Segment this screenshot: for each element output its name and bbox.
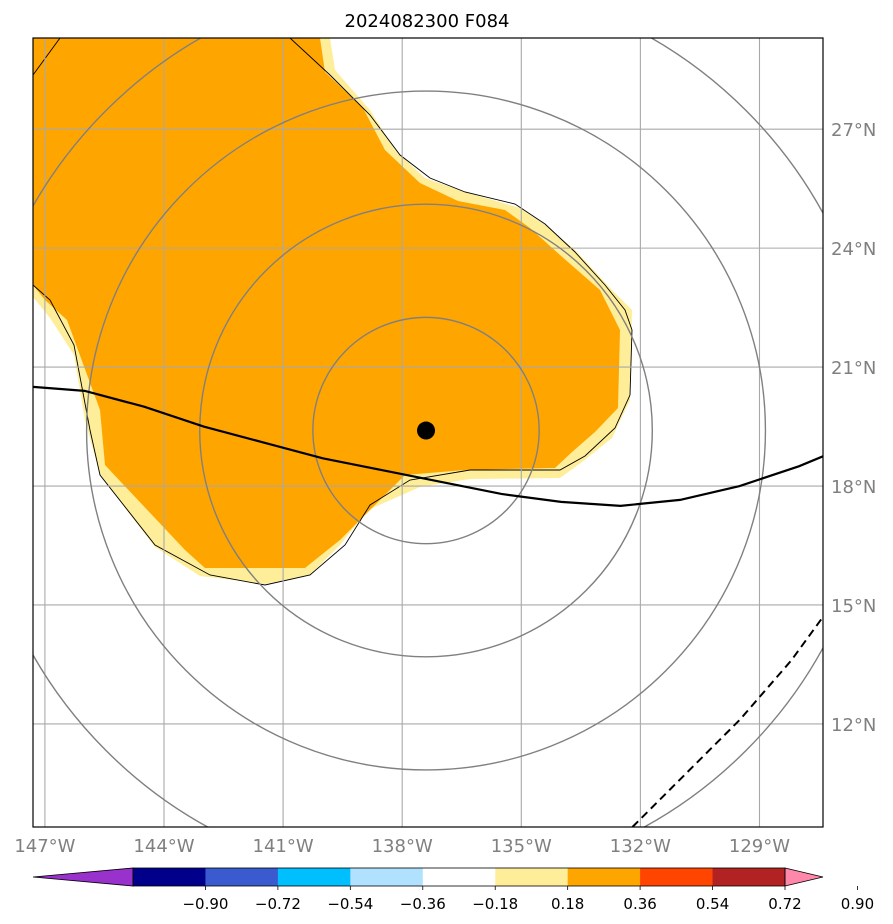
chart-title: 2024082300 F084 [345,11,510,32]
colorbar-segment [350,868,424,886]
x-tick-label: 138°W [372,836,433,857]
range-ring [85,90,767,771]
x-tick-label: 135°W [491,836,552,857]
y-tick-label: 24°N [831,239,876,260]
colorbar-tick-label: 0.36 [623,895,656,913]
range-rings [33,38,823,827]
colorbar-tick-label: −0.90 [182,895,228,913]
center-marker-layer [417,421,436,440]
range-ring [312,316,540,545]
x-tick-label: 129°W [729,836,790,857]
y-tick-label: 12°N [831,715,876,736]
filled-field [33,38,633,586]
map-area [33,38,823,827]
x-axis-ticks: 147°W 144°W 141°W 138°W 135°W 132°W 129°W [14,836,790,857]
y-tick-label: 27°N [831,120,876,141]
colorbar-frame [132,867,786,887]
colorbar-segment [422,868,496,886]
y-axis-ticks: 12°N 15°N 18°N 21°N 24°N 27°N [831,120,876,736]
colorbar-tick-label: 0.72 [768,895,801,913]
gridlines [33,38,823,827]
map-frame [32,37,824,828]
track-lines [33,385,823,827]
x-tick-label: 144°W [133,836,194,857]
field-edge-outline [33,38,633,586]
colorbar-tick-label: −0.36 [400,895,446,913]
colorbar-tick-label: −0.54 [327,895,373,913]
x-tick-label: 147°W [14,836,75,857]
center-marker [417,421,436,440]
colorbar-segment [712,868,786,886]
y-tick-label: 15°N [831,596,876,617]
colorbar-segment [567,868,641,886]
colorbar-extend-high [784,867,824,887]
colorbar-segment [640,868,713,886]
colorbar-tick-label: 0.54 [696,895,729,913]
colorbar-segment [205,868,279,886]
colorbar-tick-label: 0.18 [551,895,584,913]
range-ring [199,203,653,658]
colorbar-extend-low [32,867,134,887]
colorbar: −0.90 −0.72 −0.54 −0.36 −0.18 0.18 0.36 0.54 0.7… [32,867,874,913]
dashed-line [631,616,823,827]
colorbar-tick-label: 0.90 [841,895,874,913]
colorbar-segment [277,868,351,886]
colorbar-tick-label: −0.18 [472,895,518,913]
y-tick-label: 21°N [831,358,876,379]
y-tick-label: 18°N [831,477,876,498]
colorbar-segment [495,868,569,886]
field-contour-orange [33,38,620,568]
colorbar-tick-label: −0.72 [255,895,301,913]
x-tick-label: 132°W [610,836,671,857]
solid-track-line [33,385,823,507]
colorbar-segment [133,868,206,886]
x-tick-label: 141°W [253,836,314,857]
